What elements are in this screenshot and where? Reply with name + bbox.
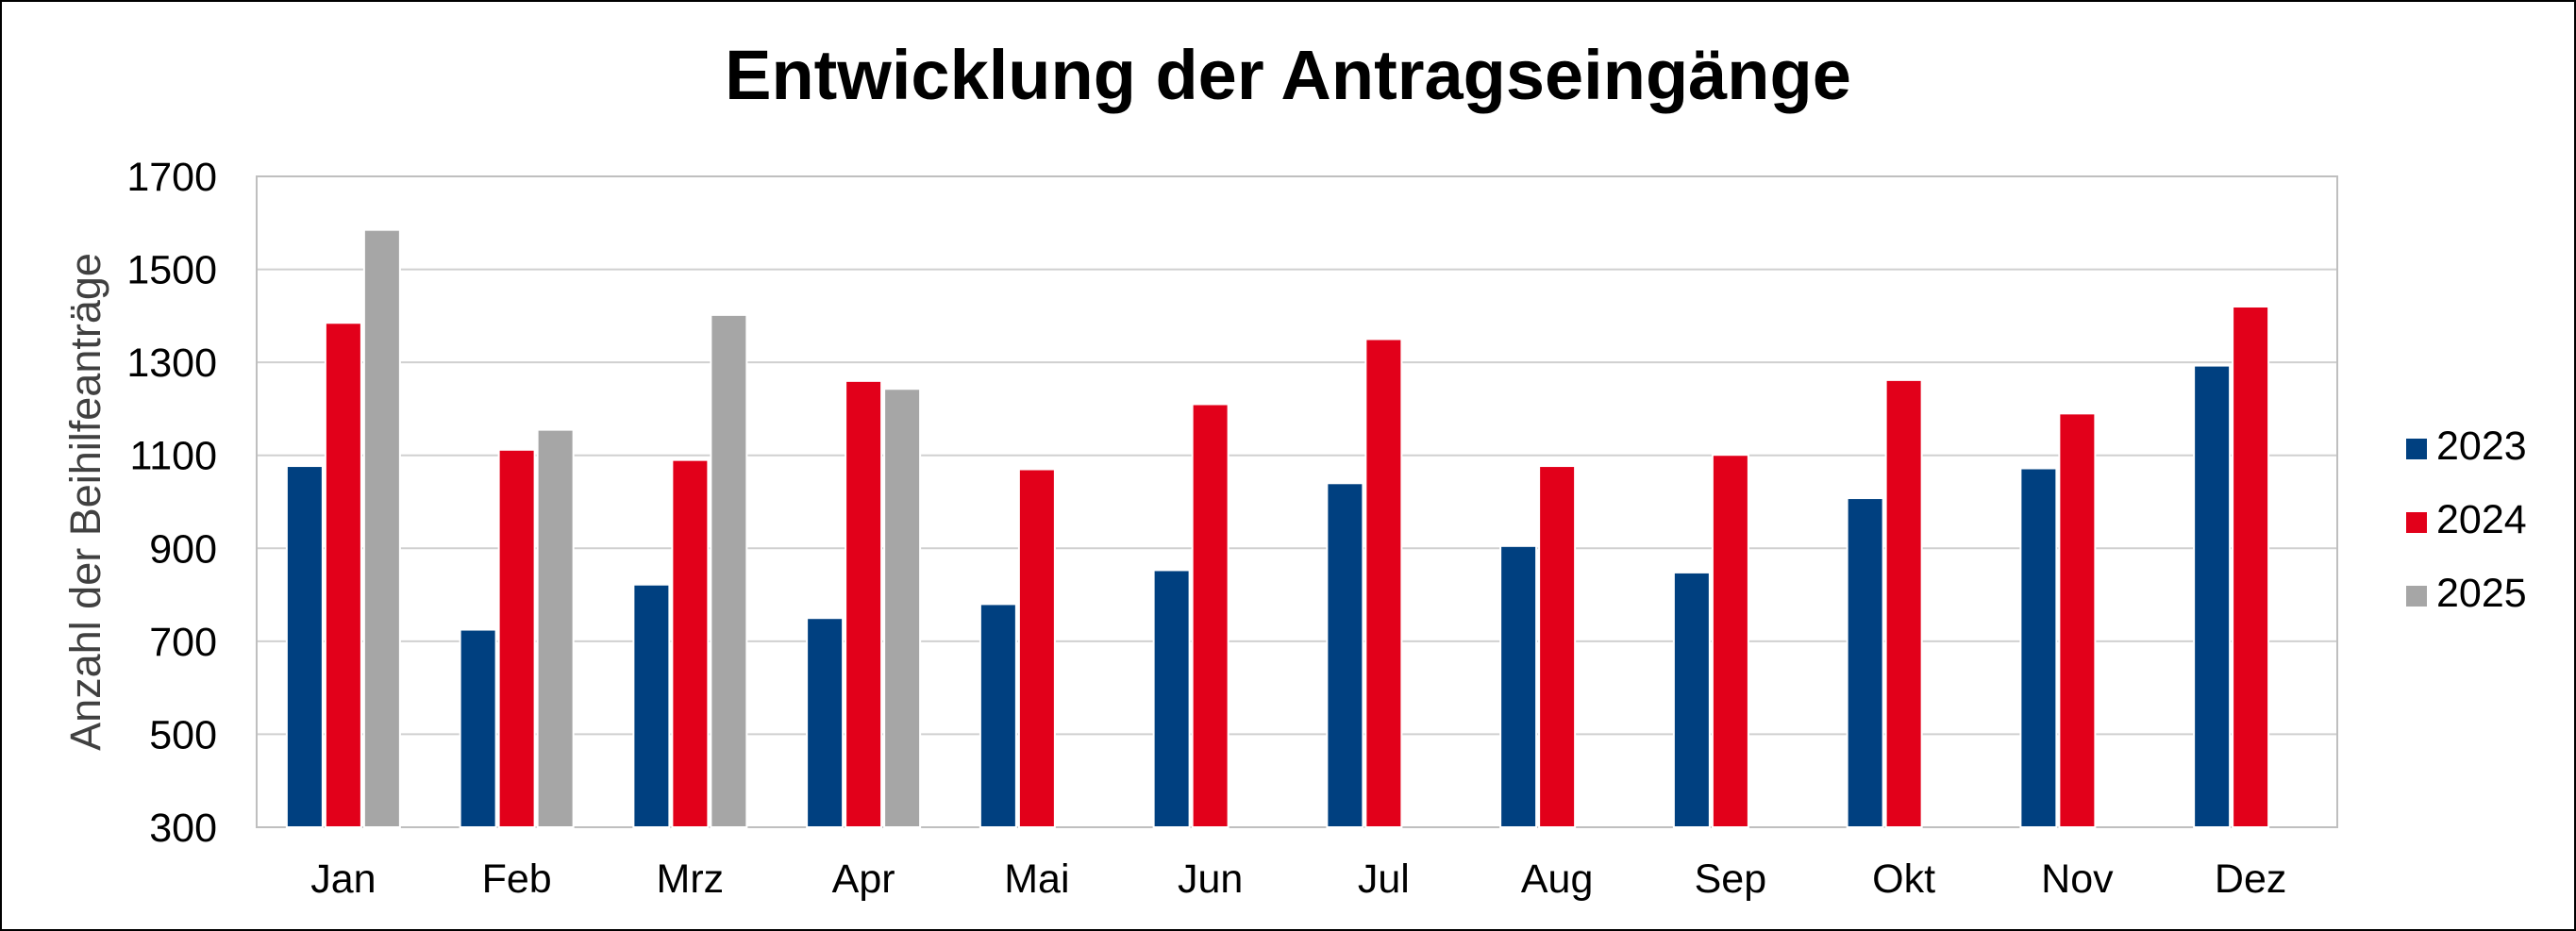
bar-2024-jul [1364,338,1403,828]
bar-2025-feb [536,428,575,828]
y-axis-ticks: 300 500 700 900 1100 1300 1500 1700 [126,155,217,851]
bar-2023-nov [2019,467,2058,828]
plot-area [256,175,2338,828]
x-tick-label: Feb [482,856,552,902]
bar-2024-sep [1711,454,1749,828]
x-tick-label: Mrz [657,856,725,902]
x-tick-label: Okt [1872,856,1935,902]
bar-2025-mrz [710,313,748,829]
bar-2024-apr [845,379,883,828]
legend-swatch-2024 [2406,512,2427,533]
y-tick-label: 1500 [126,248,217,293]
x-tick-label: Apr [832,856,895,902]
gridlines [257,175,2337,828]
x-tick-label: Jan [310,856,376,902]
y-tick-label: 1300 [126,341,217,386]
y-tick-label: 900 [149,526,217,572]
legend-label-2024: 2024 [2436,497,2527,542]
y-axis-label: Anzahl der Beihilfeanträge [61,253,109,751]
bar-2023-jul [1326,482,1364,828]
bar-2025-jan [362,228,401,828]
legend-swatch-2025 [2406,586,2427,607]
y-tick-label: 300 [149,806,217,851]
legend-swatch-2023 [2406,439,2427,459]
bar-2023-jan [285,465,324,828]
y-tick-label: 1100 [130,434,217,479]
x-tick-label: Jun [1178,856,1243,902]
x-tick-label: Dez [2215,856,2286,902]
bar-2023-jun [1152,569,1191,828]
bar-2024-aug [1538,465,1577,828]
bar-2023-mrz [632,583,671,828]
bar-2023-aug [1499,544,1538,828]
x-axis-ticks: Jan Feb Mrz Apr Mai Jun Jul Aug Sep Okt Nov Dez [310,856,2286,902]
legend-label-2025: 2025 [2436,571,2527,616]
x-tick-label: Nov [2041,856,2114,902]
bar-2025-apr [883,388,922,828]
bar-2024-jun [1191,403,1229,828]
y-tick-label: 1700 [126,155,217,200]
bar-2023-sep [1672,571,1711,829]
x-tick-label: Jul [1358,856,1410,902]
bar-2024-dez [2232,306,2270,828]
legend: 2023 2024 2025 [2406,424,2527,616]
y-tick-label: 700 [149,620,217,665]
chart-title: Entwicklung der Antragseingänge [725,36,1851,114]
bar-2023-dez [2193,364,2232,828]
bar-2024-okt [1884,378,1923,828]
y-tick-label: 500 [149,712,217,757]
bar-2023-okt [1846,497,1884,828]
legend-label-2023: 2023 [2436,424,2527,469]
bar-2024-feb [497,448,536,828]
bar-2023-feb [459,628,497,828]
x-tick-label: Aug [1521,856,1594,902]
bar-2023-apr [806,617,845,829]
bar-2024-nov [2058,412,2097,828]
bar-group [285,228,2270,829]
x-tick-label: Mai [1004,856,1069,902]
bar-2024-mai [1017,468,1056,828]
bar-2024-jan [324,322,362,828]
x-tick-label: Sep [1695,856,1767,902]
bar-2023-mai [979,603,1017,829]
bar-2024-mrz [671,458,710,828]
